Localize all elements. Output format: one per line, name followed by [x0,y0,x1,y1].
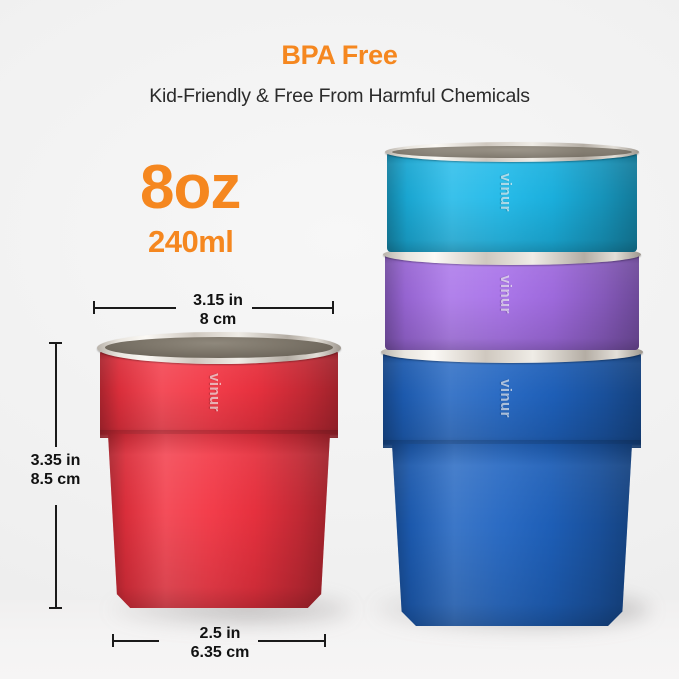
cup-blue-lower-shading [392,444,632,626]
cup-purple-body [385,252,639,350]
cup-blue-upper-body [383,352,641,448]
dimension-height-cap-bottom [49,607,62,609]
dimension-top-width-cap-right [332,301,334,314]
dimension-top-width-label: 3.15 in 8 cm [193,292,243,328]
cup-red-interior [105,337,333,358]
cup-blue-lower-vshading [392,444,632,626]
cup-cyan-body [387,152,637,252]
dimension-base-width-line-right [258,640,325,642]
dimension-height-line-top [55,342,57,447]
cup-blue-upper-shading [383,352,641,448]
volume-ounces-label: 8oz [140,153,241,222]
cup-cyan-shading [387,152,637,252]
cup-cyan-interior [392,146,632,158]
cup-purple-shading [385,252,639,350]
cup-cyan-vshading [387,152,637,252]
dimension-height-line-bottom [55,505,57,609]
cup-cyan: vinur [387,152,637,252]
dimension-top-width-line-right [252,307,333,309]
cup-red: vinur [100,350,338,608]
cup-red-lower-shading [108,434,330,608]
dimension-height-label: 3.35 in 8.5 cm [30,452,81,488]
cup-red-upper-body [100,350,338,438]
page-title: BPA Free [281,40,398,70]
cup-red-upper-vshading [100,350,338,438]
cup-blue: vinur [383,352,641,626]
dimension-top-width-line-left [93,307,176,309]
volume-milliliters-label: 240ml [148,224,234,259]
cup-purple: vinur [385,252,639,350]
cup-blue-lower-body [392,444,632,626]
page-subtitle: Kid-Friendly & Free From Harmful Chemica… [149,85,530,107]
cup-purple-vshading [385,252,639,350]
dimension-base-width-label: 2.5 in 6.35 cm [190,625,250,661]
dimension-base-width-line-left [112,640,159,642]
cup-red-lower-body [108,434,330,608]
cup-blue-upper-vshading [383,352,641,448]
dimension-base-width-cap-right [324,634,326,647]
cup-red-lower-vshading [108,434,330,608]
cup-red-upper-shading [100,350,338,438]
